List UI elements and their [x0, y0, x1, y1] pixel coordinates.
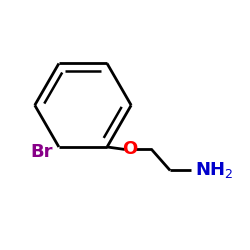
Text: O: O	[122, 140, 137, 158]
Text: Br: Br	[30, 143, 53, 161]
Text: NH$_2$: NH$_2$	[195, 160, 234, 180]
